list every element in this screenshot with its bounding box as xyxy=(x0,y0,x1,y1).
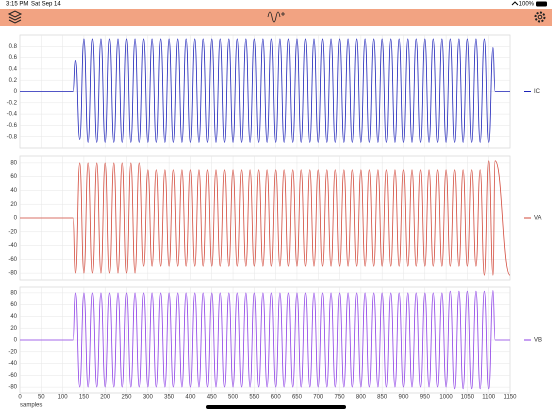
status-time: 3:15 PM xyxy=(6,2,28,8)
y-tick-label: 60 xyxy=(10,174,17,180)
y-tick-label: -80 xyxy=(8,271,17,277)
signal-line xyxy=(20,38,510,143)
legend-label: VB xyxy=(534,338,542,344)
x-tick-label: 150 xyxy=(79,395,90,401)
x-tick-label: 800 xyxy=(356,395,367,401)
x-tick-label: 550 xyxy=(249,395,260,401)
y-tick-label: 0 xyxy=(14,216,18,222)
x-tick-label: 200 xyxy=(100,395,111,401)
y-tick-label: -0.4 xyxy=(7,112,18,118)
x-tick-label: 250 xyxy=(122,395,133,401)
y-tick-label: -40 xyxy=(8,243,17,249)
x-tick-label: 1150 xyxy=(504,395,518,401)
x-tick-label: 950 xyxy=(420,395,431,401)
y-tick-label: 60 xyxy=(10,302,17,308)
y-tick-label: 80 xyxy=(10,160,17,166)
x-axis-label: samples xyxy=(20,403,42,409)
y-tick-label: 40 xyxy=(10,188,17,194)
y-tick-label: -0.8 xyxy=(7,134,18,140)
y-tick-label: -0.2 xyxy=(7,100,18,106)
layers-button[interactable] xyxy=(7,10,23,24)
y-tick-label: 0.8 xyxy=(9,44,18,50)
x-tick-label: 0 xyxy=(18,395,22,401)
x-tick-label: 700 xyxy=(313,395,324,401)
x-tick-label: 400 xyxy=(185,395,196,401)
x-tick-label: 350 xyxy=(164,395,175,401)
y-tick-label: 0.2 xyxy=(9,78,18,84)
y-tick-label: 20 xyxy=(10,202,17,208)
wifi-icon xyxy=(511,1,519,6)
x-tick-label: 1050 xyxy=(461,395,475,401)
y-tick-label: 0.6 xyxy=(9,55,18,61)
y-tick-label: 80 xyxy=(10,290,17,296)
signal-line xyxy=(20,290,510,390)
y-tick-label: 0 xyxy=(14,338,18,344)
x-tick-label: 850 xyxy=(377,395,388,401)
y-tick-label: -0.6 xyxy=(7,123,18,129)
y-tick-label: -20 xyxy=(8,229,17,235)
battery-icon xyxy=(536,1,547,7)
status-date: Sat Sep 14 xyxy=(31,2,61,8)
x-tick-label: 300 xyxy=(143,395,154,401)
x-tick-label: 500 xyxy=(228,395,239,401)
y-tick-label: -60 xyxy=(8,257,17,263)
y-tick-label: 0.4 xyxy=(9,66,18,72)
y-tick-label: -40 xyxy=(8,361,17,367)
y-tick-label: -20 xyxy=(8,349,17,355)
y-tick-label: -80 xyxy=(8,385,17,391)
y-tick-label: 20 xyxy=(10,326,17,332)
x-tick-label: 100 xyxy=(58,395,69,401)
x-tick-label: 650 xyxy=(292,395,303,401)
x-tick-label: 1100 xyxy=(482,395,496,401)
x-tick-label: 900 xyxy=(398,395,409,401)
x-tick-label: 450 xyxy=(207,395,218,401)
x-tick-label: 600 xyxy=(271,395,282,401)
status-battery: 100% xyxy=(519,2,535,8)
legend-label: VA xyxy=(534,216,542,222)
y-tick-label: 0 xyxy=(14,89,18,95)
x-tick-label: 750 xyxy=(335,395,346,401)
signal-line xyxy=(20,160,511,276)
x-tick-label: 50 xyxy=(38,395,45,401)
settings-button[interactable] xyxy=(534,11,546,23)
waveform-button[interactable] xyxy=(267,11,285,23)
y-tick-label: 40 xyxy=(10,314,17,320)
home-indicator xyxy=(206,405,346,409)
x-tick-label: 1000 xyxy=(439,395,453,401)
legend-label: IC xyxy=(534,89,541,95)
y-tick-label: -60 xyxy=(8,373,17,379)
